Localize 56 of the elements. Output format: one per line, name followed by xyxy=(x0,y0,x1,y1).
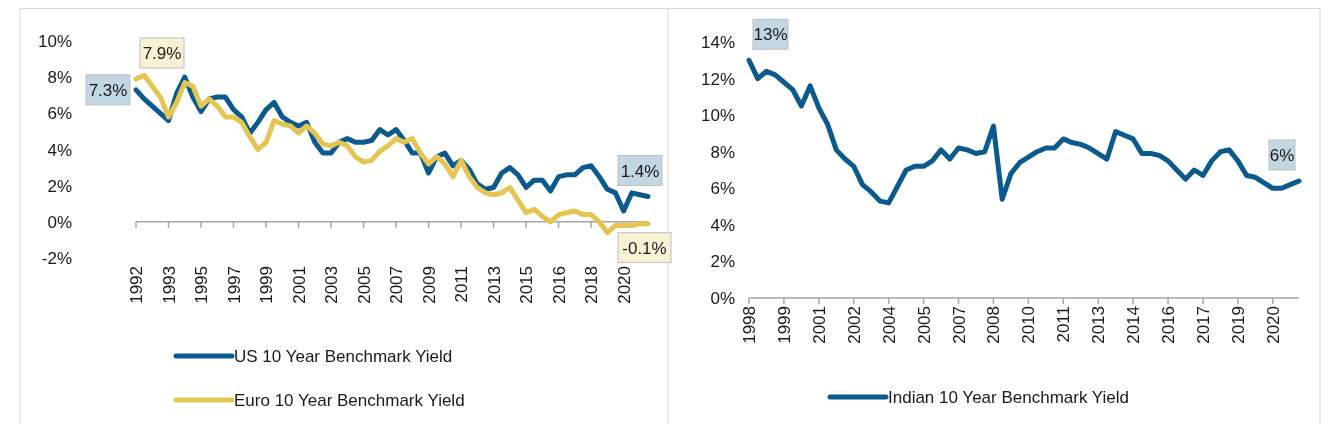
x-tick-label: 2009 xyxy=(419,266,439,304)
y-tick-label: 0% xyxy=(710,289,735,308)
x-tick-label: 1999 xyxy=(257,266,277,304)
x-tick-label: 1995 xyxy=(192,266,212,304)
x-tick-label: 2001 xyxy=(809,306,829,344)
y-tick-label: 8% xyxy=(47,68,72,88)
y-tick-label: 14% xyxy=(700,33,735,52)
x-tick-label: 2007 xyxy=(387,266,407,304)
x-tick-label: 1997 xyxy=(224,266,244,304)
x-tick-label: 1992 xyxy=(127,266,146,304)
x-tick-label: 2019 xyxy=(1228,306,1248,344)
y-tick-label: 12% xyxy=(700,69,735,89)
x-tick-label: 2011 xyxy=(452,266,472,303)
x-tick-label: 2011 xyxy=(1054,306,1074,343)
data-label: 13% xyxy=(753,25,788,45)
x-tick-label: 2017 xyxy=(1193,306,1213,344)
y-tick-label: 2% xyxy=(47,176,72,196)
x-tick-label: 2013 xyxy=(484,266,504,304)
y-tick-label: 4% xyxy=(47,140,72,160)
y-tick-label: 0% xyxy=(47,212,72,232)
x-tick-label: 2020 xyxy=(614,266,634,304)
x-tick-label: 2018 xyxy=(582,266,602,304)
legend-label: Indian 10 Year Benchmark Yield xyxy=(888,388,1130,407)
data-label: 6% xyxy=(1269,145,1295,165)
data-label: 1.4% xyxy=(620,161,660,181)
x-tick-label: 2004 xyxy=(879,306,899,344)
y-tick-label: 10% xyxy=(37,32,72,51)
y-tick-label: -2% xyxy=(41,249,72,268)
x-tick-label: 2003 xyxy=(322,266,342,304)
y-tick-label: 2% xyxy=(710,252,735,272)
y-tick-label: 6% xyxy=(47,104,72,124)
x-tick-label: 2001 xyxy=(289,266,309,304)
x-tick-label: 2016 xyxy=(1159,306,1179,344)
y-tick-label: 4% xyxy=(710,215,735,235)
data-label: -0.1% xyxy=(622,238,667,258)
x-tick-label: 1999 xyxy=(774,306,794,344)
legend-label: Euro 10 Year Benchmark Yield xyxy=(234,391,465,410)
y-tick-label: 8% xyxy=(710,142,735,162)
x-tick-label: 2014 xyxy=(1124,306,1144,344)
x-tick-label: 2008 xyxy=(984,306,1004,344)
y-tick-label: 10% xyxy=(700,106,735,126)
legend-label: US 10 Year Benchmark Yield xyxy=(234,347,453,366)
x-tick-label: 2020 xyxy=(1263,306,1283,344)
x-tick-label: 1993 xyxy=(159,266,179,304)
data-label: 7.9% xyxy=(142,43,182,63)
x-tick-label: 2015 xyxy=(517,266,537,304)
x-tick-label: 2002 xyxy=(844,306,864,344)
x-tick-label: 1998 xyxy=(740,306,759,344)
x-tick-label: 2010 xyxy=(1019,306,1039,344)
x-tick-label: 2005 xyxy=(354,266,374,304)
x-tick-label: 2005 xyxy=(914,306,934,344)
data-label: 7.3% xyxy=(88,80,128,100)
x-tick-label: 2007 xyxy=(949,306,969,344)
y-tick-label: 6% xyxy=(710,179,735,199)
x-tick-label: 2016 xyxy=(549,266,569,304)
x-tick-label: 2013 xyxy=(1089,306,1109,344)
